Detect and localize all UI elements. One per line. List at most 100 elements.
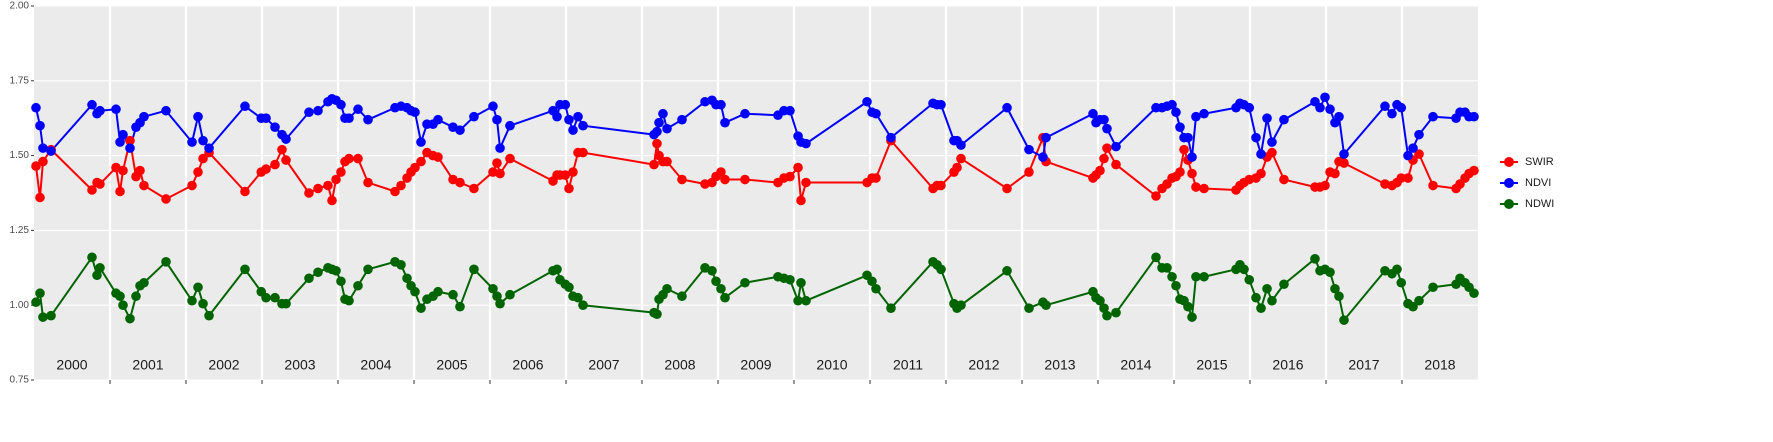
data-point <box>31 161 41 171</box>
data-point <box>505 120 515 131</box>
data-point <box>564 114 574 125</box>
data-point <box>35 288 45 299</box>
data-point <box>1339 315 1349 325</box>
data-point <box>488 283 498 294</box>
data-point <box>433 286 443 297</box>
data-point <box>1408 143 1418 153</box>
data-point <box>313 183 323 194</box>
x-tick-label: 2006 <box>512 357 543 373</box>
data-point <box>198 135 208 146</box>
data-point <box>204 143 214 153</box>
data-point <box>1334 291 1344 302</box>
x-tick-label: 2005 <box>436 357 467 373</box>
data-point <box>1111 141 1121 152</box>
data-point <box>492 291 502 302</box>
data-point <box>871 173 881 183</box>
y-tick-label: 1.00 <box>10 300 30 311</box>
data-point <box>801 138 811 149</box>
data-point <box>344 113 354 123</box>
data-point <box>87 99 97 110</box>
data-point <box>125 313 135 324</box>
data-point <box>433 114 443 125</box>
data-point <box>410 286 420 297</box>
data-point <box>560 170 571 180</box>
data-point <box>277 144 287 155</box>
data-point <box>1251 292 1261 303</box>
data-point <box>796 195 806 206</box>
data-point <box>1175 122 1185 132</box>
data-point <box>1038 152 1048 162</box>
data-point <box>1428 282 1438 293</box>
data-point <box>1024 303 1034 313</box>
data-point <box>270 122 280 132</box>
data-point <box>95 263 105 273</box>
data-point <box>1387 108 1397 119</box>
data-point <box>1191 271 1201 282</box>
data-point <box>1256 149 1266 159</box>
data-point <box>1403 173 1413 183</box>
data-point <box>1396 173 1407 183</box>
data-point <box>1414 129 1424 140</box>
data-point <box>1279 174 1289 185</box>
data-point <box>1251 132 1261 143</box>
data-point <box>956 153 966 164</box>
data-point <box>1199 183 1209 194</box>
data-point <box>1088 108 1098 119</box>
data-point <box>793 162 803 173</box>
data-point <box>410 162 420 173</box>
data-point <box>469 264 479 275</box>
data-point <box>1175 167 1185 177</box>
data-point <box>1315 102 1325 113</box>
x-tick-label: 2002 <box>208 357 239 373</box>
data-point <box>1162 263 1172 273</box>
data-point <box>111 104 121 115</box>
data-point <box>281 134 291 144</box>
data-point <box>1339 149 1349 159</box>
data-point <box>198 298 208 309</box>
data-point <box>711 276 721 287</box>
legend-label: NDVI <box>1525 177 1551 189</box>
data-point <box>270 159 280 170</box>
legend-key-point <box>1504 178 1514 188</box>
data-point <box>204 310 214 321</box>
data-point <box>801 295 811 306</box>
x-tick-label: 2004 <box>360 357 391 373</box>
data-point <box>936 180 946 191</box>
data-point <box>125 135 135 146</box>
data-point <box>871 108 881 119</box>
data-point <box>1024 144 1034 155</box>
data-point <box>193 282 203 293</box>
data-point <box>956 140 966 150</box>
data-point <box>1428 180 1438 191</box>
data-point <box>336 99 346 110</box>
data-point <box>1111 307 1121 318</box>
x-tick-label: 2014 <box>1120 357 1151 373</box>
data-point <box>867 276 877 287</box>
data-point <box>31 297 41 308</box>
data-point <box>139 111 149 122</box>
data-point <box>240 101 250 112</box>
x-tick-label: 2008 <box>664 357 695 373</box>
data-point <box>92 270 102 281</box>
data-point <box>115 186 125 197</box>
data-point <box>1183 132 1193 143</box>
data-point <box>363 264 373 275</box>
data-point <box>793 295 803 306</box>
data-point <box>956 300 966 311</box>
legend-label: NDWI <box>1525 198 1554 210</box>
x-tick-label: 2011 <box>893 357 923 373</box>
data-point <box>410 107 420 118</box>
data-point <box>38 156 48 167</box>
data-point <box>1428 111 1438 122</box>
data-point <box>568 125 578 135</box>
data-point <box>1187 152 1197 162</box>
data-point <box>118 300 128 311</box>
data-point <box>495 298 505 309</box>
x-tick-label: 2001 <box>132 357 163 373</box>
data-point <box>652 138 662 149</box>
data-point <box>193 111 203 122</box>
data-point <box>1151 252 1161 263</box>
data-point <box>785 105 795 116</box>
data-point <box>469 183 479 194</box>
data-point <box>281 298 291 309</box>
